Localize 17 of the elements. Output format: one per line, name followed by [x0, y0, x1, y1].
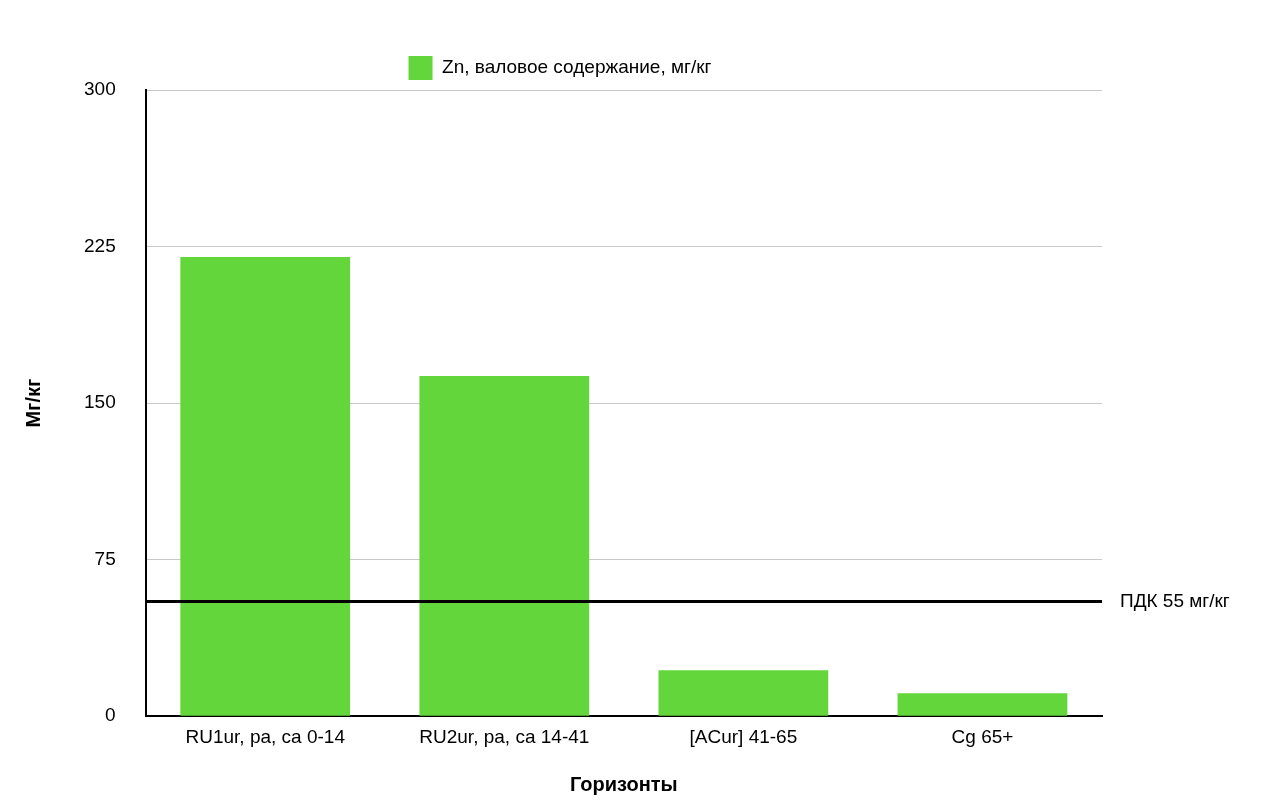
x-tick-label: RU2ur, pa, ca 14-41: [419, 725, 590, 747]
y-tick-label: 150: [84, 391, 116, 413]
x-axis-title: Горизонты: [570, 772, 678, 795]
x-tick-label: RU1ur, pa, ca 0-14: [185, 725, 346, 747]
bar: [897, 693, 1068, 716]
y-tick-label: 225: [84, 234, 116, 256]
bar: [180, 256, 351, 716]
x-tick-label: [ACur] 41-65: [689, 725, 798, 747]
y-tick-label: 300: [84, 78, 116, 100]
y-tick-label: 75: [94, 547, 116, 569]
legend-label: Zn, валовое содержание, мг/кг: [442, 56, 712, 78]
bar: [658, 670, 829, 716]
y-axis-title: Мг/кг: [21, 378, 44, 428]
x-tick-label: Cg 65+: [951, 725, 1014, 747]
ref-line-label: ПДК 55 мг/кг: [1120, 589, 1230, 611]
bar: [419, 375, 590, 716]
y-tick-label: 0: [105, 704, 116, 726]
